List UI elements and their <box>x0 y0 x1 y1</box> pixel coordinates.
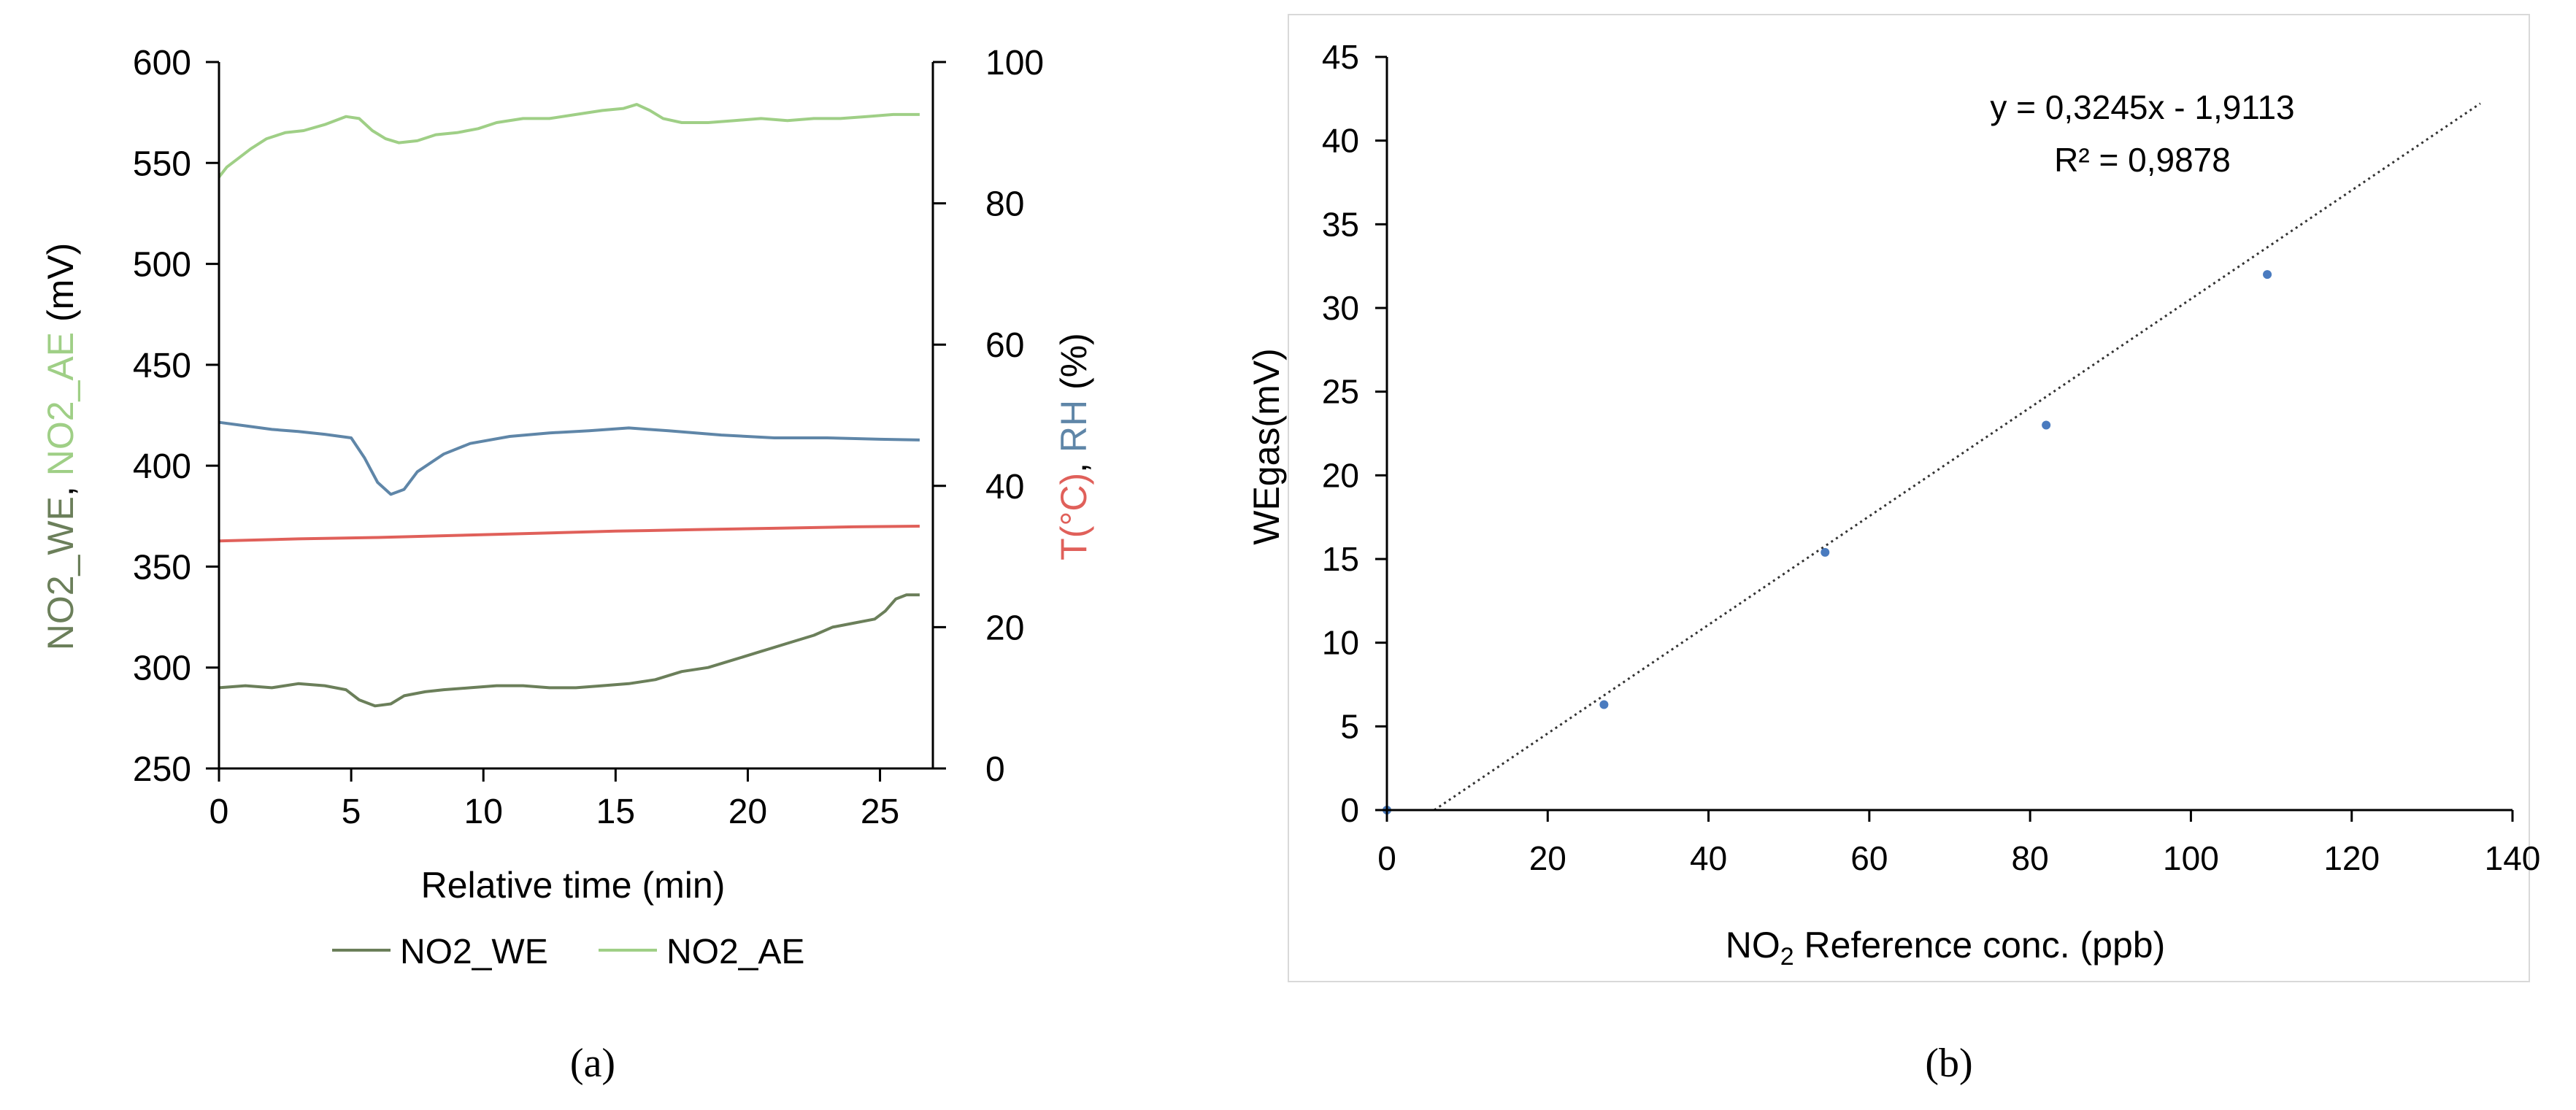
chart-b-xlabel-rest: Reference conc. (ppb) <box>1794 925 2166 966</box>
y2-tick-label: 100 <box>985 44 1044 82</box>
y2-tick-label: 20 <box>985 609 1024 647</box>
chart-a-xlabel: Relative time (min) <box>421 865 726 906</box>
y2-tick-label: 60 <box>985 326 1024 365</box>
y-tick-label: 25 <box>1322 373 1359 411</box>
y-tick-label: 450 <box>133 347 191 385</box>
chart-b-y-tick-labels: 0 5 10 15 20 25 30 35 40 45 <box>1322 38 1359 829</box>
chart-a-legend: NO2_WE NO2_AE <box>332 933 804 971</box>
y-tick-label: 30 <box>1322 289 1359 327</box>
chart-a-x-tick-labels: 0 5 10 15 20 25 <box>209 793 900 831</box>
x-tick-label: 80 <box>2012 839 2049 877</box>
panel-label-b: (b) <box>1925 1041 1972 1086</box>
chart-a-ylabel: NO2_WE, NO2_AE (mV) <box>40 243 81 651</box>
y-tick-label: 550 <box>133 144 191 183</box>
y-tick-label: 0 <box>1340 791 1359 829</box>
x-tick-label: 25 <box>861 793 899 831</box>
chart-b-equation: y = 0,3245x - 1,9113 <box>1990 88 2294 126</box>
chart-b-ylabel: WEgas(mV) <box>1246 348 1287 544</box>
scatter-point <box>1820 547 1830 557</box>
chart-b-frame <box>1288 14 2530 982</box>
trendline <box>1434 102 2481 812</box>
x-tick-label: 0 <box>1377 839 1396 877</box>
panel-label-a: (a) <box>570 1041 615 1086</box>
y-tick-label: 15 <box>1322 540 1359 578</box>
chart-b-axes <box>1288 14 2530 982</box>
chart-a-left-tick-labels: 250 300 350 400 450 500 550 600 <box>133 44 191 789</box>
scatter-point <box>2263 270 2272 280</box>
x-tick-label: 40 <box>1690 839 1727 877</box>
x-tick-label: 5 <box>342 793 361 831</box>
chart-a-y2label-unit: (%) <box>1053 333 1094 400</box>
y-tick-label: 300 <box>133 650 191 688</box>
y-tick-label: 400 <box>133 447 191 486</box>
y2-tick-label: 40 <box>985 468 1024 506</box>
x-tick-label: 60 <box>1850 839 1888 877</box>
y-tick-label: 40 <box>1322 122 1359 160</box>
chart-b-xlabel: NO2 Reference conc. (ppb) <box>1726 925 2166 971</box>
chart-b-xlabel-subscript: 2 <box>1780 943 1794 971</box>
chart-b-r-squared: R² = 0,9878 <box>2054 141 2231 179</box>
y-tick-label: 500 <box>133 246 191 285</box>
x-tick-label: 100 <box>2163 839 2219 877</box>
legend-label-no2-ae: NO2_AE <box>666 933 804 971</box>
chart-a-y2label-temp: T(°C) <box>1053 473 1094 560</box>
x-tick-label: 140 <box>2485 839 2541 877</box>
chart-b-xlabel-no: NO <box>1726 925 1780 966</box>
chart-a-right-tick-labels: 0 20 40 60 80 100 <box>985 44 1044 789</box>
y-tick-label: 45 <box>1322 38 1359 76</box>
chart-a-y2label-rh: RH <box>1053 400 1094 452</box>
y-tick-label: 35 <box>1322 205 1359 243</box>
x-tick-label: 10 <box>464 793 503 831</box>
y-tick-label: 10 <box>1322 624 1359 662</box>
chart-b-x-tick-labels: 0 20 40 60 80 100 120 140 <box>1377 839 2540 877</box>
chart-a-series-layer <box>218 103 920 708</box>
y-tick-label: 250 <box>133 750 191 789</box>
series-line-t <box>218 525 920 543</box>
x-tick-label: 120 <box>2323 839 2380 877</box>
series-line-rh <box>218 420 920 496</box>
series-line-no2-we <box>218 593 920 708</box>
x-tick-label: 15 <box>596 793 635 831</box>
x-tick-label: 0 <box>209 793 229 831</box>
chart-a-ylabel-no2-ae: NO2_AE <box>40 332 81 476</box>
chart-a-y2label-sep: , <box>1053 452 1094 473</box>
y2-tick-label: 0 <box>985 750 1005 789</box>
chart-b: 0 5 10 15 20 25 30 35 40 45 0 20 40 60 80 100 120 140 WE… <box>1246 14 2540 1086</box>
chart-a-ylabel-no2-we: NO2_WE <box>40 496 81 650</box>
legend-label-no2-we: NO2_WE <box>400 933 548 971</box>
series-line-no2-ae <box>218 103 920 178</box>
chart-a: 250 300 350 400 450 500 550 600 0 20 40 60 80 100 0 5… <box>40 44 1094 1086</box>
x-tick-label: 20 <box>728 793 767 831</box>
y-tick-label: 20 <box>1322 456 1359 494</box>
scatter-point <box>2042 420 2051 430</box>
y-tick-label: 600 <box>133 44 191 82</box>
chart-a-ylabel-sep: , <box>40 476 81 496</box>
y-tick-label: 5 <box>1340 707 1359 745</box>
x-tick-label: 20 <box>1529 839 1566 877</box>
y-tick-label: 350 <box>133 548 191 587</box>
chart-a-y2label: T(°C), RH (%) <box>1053 333 1094 560</box>
scatter-point <box>1599 700 1609 709</box>
chart-a-axes <box>206 61 946 782</box>
y2-tick-label: 80 <box>985 185 1024 224</box>
chart-a-ylabel-unit: (mV) <box>40 243 81 332</box>
